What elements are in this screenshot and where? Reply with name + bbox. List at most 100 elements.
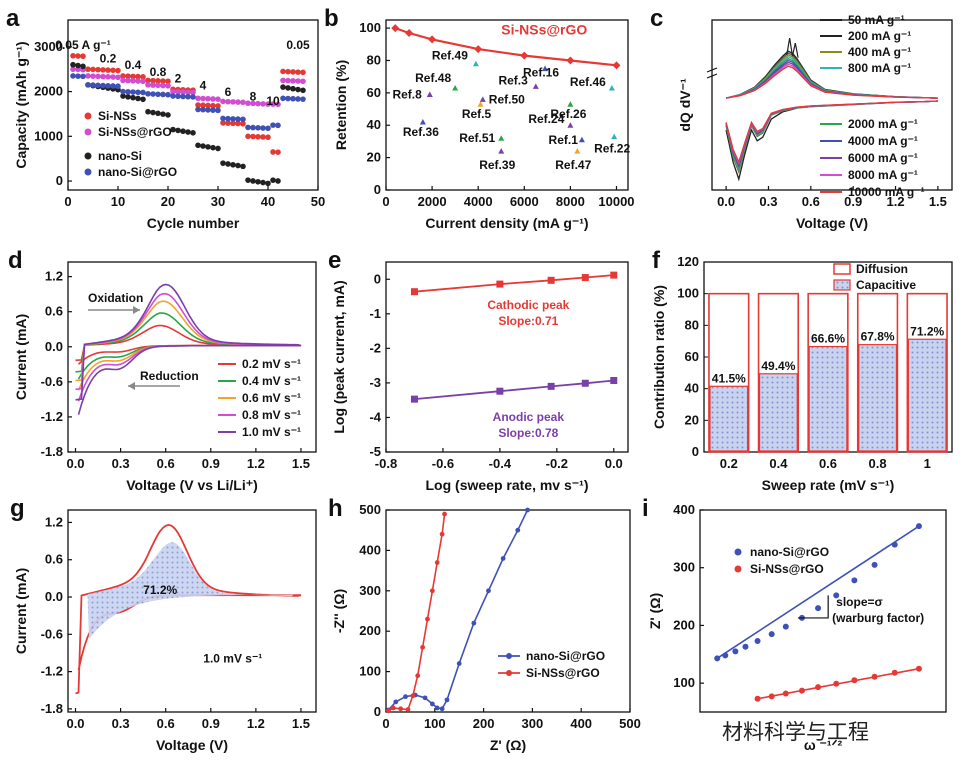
data-point — [871, 673, 878, 680]
y-tick-label-f: 100 — [677, 286, 699, 301]
data-point — [410, 395, 418, 403]
data-point-nano-si-rgo — [195, 106, 201, 113]
data-point-si-nss-rgo — [175, 89, 181, 95]
data-point-si-nss — [155, 78, 161, 84]
y-tick-label-a: 0 — [56, 173, 63, 188]
data-point — [851, 677, 858, 684]
data-point-si-nss-rgo — [160, 82, 166, 89]
x-tick-label-h: 0 — [382, 716, 389, 731]
data-point — [393, 699, 399, 705]
slope-label-1: Slope:0.78 — [498, 426, 558, 440]
data-point — [754, 695, 761, 702]
data-point-si-nss-rgo — [280, 77, 286, 84]
data-point — [833, 680, 840, 687]
y-axis-label-c: dQ dV⁻¹ — [677, 78, 693, 132]
lower-curve — [725, 100, 938, 164]
data-point-si-nss — [225, 120, 231, 126]
data-point — [891, 669, 898, 676]
data-point-si-nss-rgo — [100, 73, 106, 80]
rate-label: 0.05 A g⁻¹ — [55, 38, 110, 52]
data-point-si-nss — [120, 73, 126, 79]
fit-line — [716, 525, 920, 659]
x-tick-label-h: 400 — [570, 716, 592, 731]
x-tick-label-c: 0.6 — [802, 194, 820, 209]
x-tick-label-h: 300 — [522, 716, 544, 731]
y-tick-label-e: -2 — [369, 340, 381, 355]
data-point-si-nss — [200, 102, 206, 109]
x-tick-label-d: 1.2 — [247, 456, 265, 471]
legend-label-diffusion: Diffusion — [856, 262, 908, 276]
data-point-si-nss-rgo — [215, 96, 221, 102]
retention-marker — [428, 35, 437, 44]
panel-letter-g: g — [10, 495, 25, 522]
data-point-nano-si-rgo — [90, 82, 96, 88]
y-tick-label-h: 500 — [359, 502, 381, 517]
data-point-nano-si — [185, 129, 191, 135]
x-tick-label-g: 1.2 — [247, 716, 265, 731]
y-tick-label-f: 60 — [685, 349, 699, 364]
y-tick-label-h: 200 — [359, 623, 381, 638]
reference-label: Ref.51 — [459, 131, 495, 145]
legend-label-top-3: 800 mA g⁻¹ — [848, 61, 911, 75]
data-point-nano-si — [230, 161, 236, 168]
data-point — [439, 706, 445, 712]
data-point-si-nss-rgo — [210, 96, 216, 102]
scan-rate-label: 1.0 mV s⁻¹ — [203, 651, 262, 665]
data-point-nano-si-rgo — [260, 125, 266, 131]
y-axis-label-f: Contribution ratio (%) — [651, 285, 667, 429]
x-tick-label-a: 20 — [161, 194, 175, 209]
data-point-si-nss-rgo — [205, 95, 211, 102]
reference-marker — [567, 101, 574, 107]
data-point-si-nss — [265, 134, 271, 141]
series-label-0: Cathodic peak — [487, 298, 569, 312]
data-point-si-nss — [260, 134, 266, 140]
rate-label: 0.2 — [100, 52, 117, 66]
data-point — [398, 706, 404, 712]
data-point-nano-si — [135, 95, 141, 102]
data-point — [429, 588, 435, 594]
x-tick-label-d: 0.3 — [112, 456, 130, 471]
data-point-nano-si-rgo — [255, 125, 261, 131]
y-axis-label-e: Log (peak current, mA) — [331, 280, 347, 433]
retention-marker — [391, 24, 400, 33]
x-tick-label-d: 0.6 — [157, 456, 175, 471]
legend-label-3: 0.8 mV s⁻¹ — [242, 408, 301, 422]
x-tick-label-b: 0 — [382, 194, 389, 209]
x-axis-label-b: Current density (mA g⁻¹) — [425, 215, 588, 231]
data-point — [871, 561, 878, 568]
legend-marker — [506, 670, 512, 676]
reference-marker — [578, 136, 585, 143]
rate-label: 4 — [200, 78, 207, 92]
data-point — [456, 661, 462, 666]
data-point-nano-si — [265, 180, 271, 187]
data-point — [410, 693, 416, 699]
data-point — [891, 541, 898, 548]
y-tick-label-b: 40 — [367, 117, 381, 132]
reference-marker — [479, 96, 486, 102]
y-tick-label-g: 0.6 — [45, 552, 63, 567]
data-point-si-nss-rgo — [185, 89, 191, 96]
y-tick-label-g: 0.0 — [45, 589, 63, 604]
data-point-nano-si-rgo — [150, 91, 156, 97]
x-tick-label-f: 1 — [924, 456, 931, 471]
y-tick-label-f: 0 — [692, 444, 699, 459]
legend-label-bottom-1: 4000 mA g⁻¹ — [848, 134, 918, 148]
data-point-si-nss-rgo — [135, 78, 141, 84]
reference-marker — [472, 60, 479, 67]
rate-label: 0.4 — [125, 58, 142, 72]
x-tick-label-e: -0.6 — [432, 456, 454, 471]
data-point-nano-si — [250, 178, 256, 184]
retention-marker — [566, 56, 575, 65]
sharp-peak — [786, 37, 799, 58]
data-point-si-nss-rgo — [195, 95, 201, 102]
data-point-nano-si-rgo — [235, 116, 241, 122]
legend-marker — [734, 548, 742, 556]
data-point-nano-si-rgo — [145, 91, 151, 97]
data-point-si-nss-rgo — [220, 98, 226, 105]
data-point-nano-si-rgo — [285, 95, 291, 102]
data-point-si-nss-rgo — [150, 82, 156, 88]
data-point-nano-si-rgo — [105, 82, 111, 89]
legend-swatch-capacitive — [833, 279, 851, 291]
data-point-si-nss — [160, 78, 166, 84]
legend-label-1: Si-NSs@rGO — [526, 666, 600, 680]
